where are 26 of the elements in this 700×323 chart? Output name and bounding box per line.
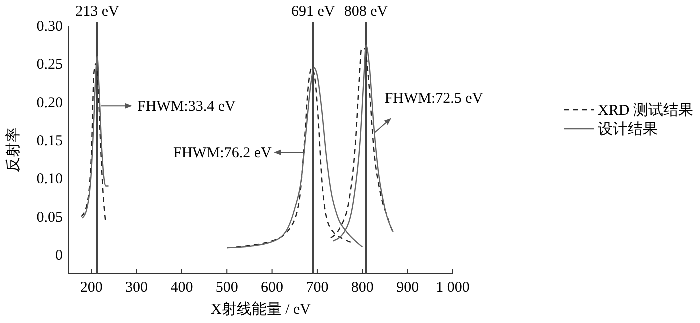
x-tick-label: 600: [261, 280, 284, 296]
annotation: FHWM:72.5 eV: [384, 90, 484, 107]
x-tick-label: 200: [80, 280, 103, 296]
y-tick-label: 0: [56, 248, 63, 264]
x-axis-title: X射线能量 / eV: [211, 301, 312, 318]
legend-label: 设计结果: [598, 121, 658, 138]
x-tick-label: 800: [351, 280, 374, 296]
ref-line-label: 213 eV: [76, 4, 120, 20]
y-tick-label: 0.25: [36, 57, 63, 74]
y-axis-title: 反射率: [4, 128, 22, 172]
annotation: FHWM:76.2 eV: [173, 146, 272, 162]
y-tick-label: 0.15: [36, 133, 63, 150]
y-tick-label: 0.30: [36, 19, 63, 35]
annotation: FHWM:33.4 eV: [138, 99, 236, 116]
x-tick-label: 400: [170, 280, 194, 296]
y-tick-label: 0.10: [36, 172, 63, 188]
y-tick-label: 0.05: [36, 210, 63, 226]
x-tick-label: 900: [396, 280, 420, 296]
ref-line-label: 808 eV: [344, 4, 388, 20]
x-tick-label: 1 000: [436, 280, 470, 296]
legend-label: XRD 测试结果: [598, 102, 694, 119]
ref-line-label: 691 eV: [292, 4, 336, 20]
x-tick-label: 700: [306, 280, 329, 296]
y-tick-label: 0.20: [36, 95, 63, 112]
x-tick-label: 500: [216, 280, 238, 296]
x-tick-label: 300: [126, 280, 148, 296]
